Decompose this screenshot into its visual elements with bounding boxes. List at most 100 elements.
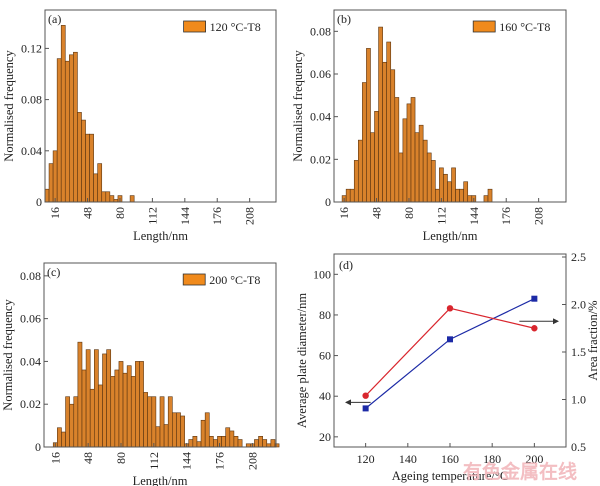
histogram-bar — [147, 396, 153, 448]
x-tick-label: 176 — [499, 207, 513, 225]
histogram-bar — [60, 25, 66, 203]
histogram-bar — [451, 167, 456, 203]
y-tick-label: 0.04 — [20, 354, 41, 368]
panel-label: (b) — [337, 12, 351, 26]
panel-label: (c) — [47, 265, 60, 279]
y-tick-label: 0 — [36, 195, 42, 209]
y-right-axis-label: Area fraction/% — [586, 300, 600, 380]
histogram-bar — [398, 152, 404, 203]
histogram-bar — [467, 195, 473, 203]
histogram-bar — [89, 388, 95, 448]
plot-frame — [43, 262, 277, 448]
histogram-bar — [139, 361, 144, 448]
histogram-bar — [110, 376, 116, 448]
series-line-0 — [365, 298, 535, 409]
histogram-bar — [455, 188, 460, 203]
histogram-bar — [422, 139, 428, 203]
x-tick-label: 16 — [48, 452, 62, 464]
y-axis-label: Normalised frequency — [2, 50, 16, 162]
y-tick-label: 0.08 — [21, 93, 42, 107]
histogram-bar — [406, 103, 412, 203]
panel-b: 0 0.02 0.04 0.06 0.08 16 48 80 112 144 176 208 Lengt… — [291, 9, 567, 243]
histogram-bar — [106, 349, 112, 448]
histogram-bar — [176, 412, 181, 448]
histogram-bar — [378, 26, 383, 203]
y-tick-label: 0.06 — [310, 67, 331, 81]
histogram-bar — [221, 436, 226, 448]
series-line-1 — [365, 307, 535, 397]
histogram-bar — [48, 163, 54, 203]
x-tick-label: 80 — [113, 207, 127, 219]
histogram-bar — [167, 396, 173, 448]
histogram-bar — [463, 181, 469, 203]
histogram-bar — [459, 188, 464, 203]
y-tick-label: 80 — [319, 308, 331, 322]
x-tick-label: 200 — [525, 452, 543, 466]
x-tick-label: 48 — [81, 452, 95, 464]
x-tick-label: 140 — [399, 452, 417, 466]
plot-frame — [333, 253, 567, 448]
histogram-bar — [93, 173, 98, 203]
histogram-bar — [382, 61, 387, 203]
histogram-bar — [394, 97, 400, 203]
y-right-tick-label: 1.0 — [571, 393, 586, 407]
histogram-bar — [101, 191, 107, 203]
histogram-bar — [118, 361, 124, 448]
y-right-tick-label: 1.5 — [571, 345, 586, 359]
x-tick-label: 80 — [114, 452, 128, 464]
x-tick-label: 144 — [467, 207, 481, 225]
y-tick-label: 0 — [325, 195, 331, 209]
histogram-bar — [402, 118, 408, 203]
histogram-bar — [447, 181, 452, 203]
histogram-bar — [349, 188, 355, 203]
y-tick-label: 0 — [35, 440, 41, 454]
y-tick-label: 60 — [319, 349, 331, 363]
histogram-bar — [390, 69, 396, 203]
histogram-bar — [56, 58, 62, 203]
data-point-circle — [362, 392, 369, 399]
histogram-bar — [418, 124, 424, 203]
y-tick-label: 100 — [313, 267, 331, 281]
histogram-bar — [237, 439, 243, 448]
histogram-bar — [159, 396, 165, 448]
histogram-bar — [225, 427, 231, 448]
histogram-bar — [151, 396, 157, 448]
x-tick-label: 16 — [337, 207, 351, 219]
histogram-bar — [229, 430, 235, 448]
histogram-bar — [44, 188, 50, 203]
x-tick-label: 112 — [145, 207, 159, 225]
histogram-bar — [135, 361, 140, 448]
histogram-bar — [258, 436, 263, 448]
histogram-bar — [155, 426, 161, 448]
histogram-bar — [274, 443, 280, 448]
histogram-bar — [366, 48, 371, 203]
histogram-bar — [69, 54, 74, 203]
histogram-bar — [443, 173, 448, 203]
histogram-bar — [65, 396, 70, 448]
histogram-bar — [73, 51, 78, 203]
x-tick-label: 112 — [147, 452, 161, 470]
histogram-bar — [143, 392, 148, 448]
histogram-bar — [122, 372, 128, 448]
histogram-bar — [196, 441, 202, 448]
data-point-square — [447, 336, 453, 343]
y-tick-label: 0.08 — [310, 24, 331, 38]
histogram-bar — [94, 349, 99, 448]
histogram-bar — [105, 191, 111, 203]
histogram-bar — [353, 160, 359, 203]
x-tick-label: 16 — [48, 207, 62, 219]
y-tick-label: 0.02 — [310, 152, 331, 166]
histogram-bar — [64, 60, 70, 203]
legend-swatch — [182, 273, 206, 286]
y-right-tick-label: 2.5 — [571, 250, 586, 264]
histogram-bar — [435, 188, 440, 203]
panel-d: 120 140 160 180 200 20 40 60 80 100 0.5 1.0 1.5 2.0 2.… — [295, 250, 600, 483]
y-axis-label: Normalised frequency — [1, 299, 15, 411]
x-tick-label: 48 — [370, 207, 384, 219]
x-tick-label: 48 — [81, 207, 95, 219]
legend-swatch — [183, 20, 207, 33]
y-tick-label: 0.02 — [20, 397, 41, 411]
histogram-bar — [126, 365, 132, 448]
histogram-bar — [85, 349, 91, 448]
